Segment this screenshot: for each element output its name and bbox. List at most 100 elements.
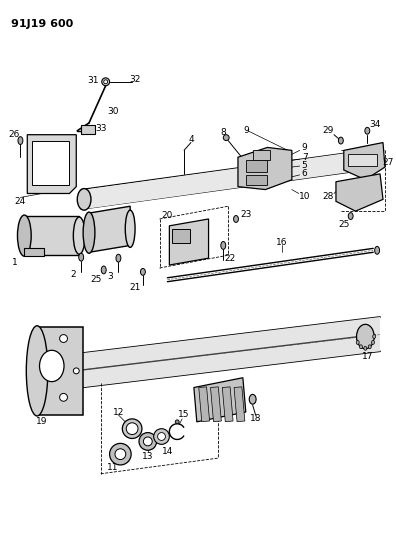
Text: 1: 1	[11, 257, 17, 266]
Polygon shape	[336, 174, 383, 211]
Bar	[253, 150, 270, 160]
Polygon shape	[238, 148, 292, 190]
Text: 28: 28	[322, 192, 334, 201]
Bar	[246, 175, 267, 184]
Text: 32: 32	[129, 75, 141, 84]
Text: 26: 26	[9, 130, 20, 139]
Polygon shape	[27, 135, 76, 193]
Polygon shape	[344, 142, 385, 180]
Text: 12: 12	[113, 408, 124, 416]
Ellipse shape	[116, 254, 121, 262]
Ellipse shape	[110, 443, 131, 465]
Ellipse shape	[143, 437, 152, 446]
Ellipse shape	[249, 394, 256, 404]
Ellipse shape	[154, 429, 169, 445]
Polygon shape	[194, 378, 246, 422]
Bar	[348, 154, 377, 166]
Ellipse shape	[18, 136, 23, 144]
Polygon shape	[84, 150, 366, 209]
Text: 27: 27	[382, 158, 394, 167]
Ellipse shape	[368, 345, 371, 349]
Bar	[199, 387, 209, 422]
Polygon shape	[89, 206, 130, 252]
Ellipse shape	[356, 341, 359, 344]
Bar	[211, 387, 221, 422]
Ellipse shape	[104, 80, 108, 84]
Text: 9: 9	[243, 126, 249, 135]
Ellipse shape	[175, 420, 179, 424]
Polygon shape	[37, 327, 83, 415]
Text: 31: 31	[87, 76, 99, 85]
Bar	[222, 387, 233, 422]
Text: 18: 18	[250, 414, 261, 423]
Ellipse shape	[360, 345, 362, 349]
Text: 22: 22	[225, 254, 236, 263]
Text: 25: 25	[90, 275, 101, 284]
Text: 13: 13	[142, 451, 154, 461]
Ellipse shape	[102, 78, 110, 86]
Text: 2: 2	[70, 270, 76, 279]
Ellipse shape	[364, 346, 367, 350]
Ellipse shape	[141, 269, 145, 276]
Text: 23: 23	[240, 209, 251, 219]
Ellipse shape	[373, 335, 376, 338]
Text: 19: 19	[36, 417, 48, 426]
Text: 33: 33	[95, 124, 107, 133]
Polygon shape	[24, 216, 79, 255]
Text: 29: 29	[322, 126, 334, 135]
Text: 5: 5	[302, 160, 307, 169]
Ellipse shape	[17, 215, 31, 256]
Text: 15: 15	[178, 410, 190, 419]
Ellipse shape	[40, 350, 64, 382]
Text: 34: 34	[369, 120, 381, 130]
Text: 20: 20	[162, 211, 173, 220]
Text: 6: 6	[302, 169, 307, 179]
Ellipse shape	[101, 266, 106, 274]
Bar	[234, 387, 245, 422]
Ellipse shape	[73, 368, 79, 374]
Ellipse shape	[356, 324, 374, 349]
Text: 21: 21	[129, 283, 141, 292]
Text: 16: 16	[276, 238, 288, 247]
Ellipse shape	[339, 137, 343, 144]
Bar	[32, 141, 69, 184]
Ellipse shape	[158, 433, 166, 440]
Ellipse shape	[223, 135, 229, 141]
Ellipse shape	[139, 433, 157, 450]
Text: 4: 4	[188, 135, 194, 144]
Ellipse shape	[60, 393, 67, 401]
Bar	[81, 125, 95, 134]
Ellipse shape	[122, 419, 142, 439]
Ellipse shape	[365, 127, 370, 134]
Ellipse shape	[126, 423, 138, 434]
Text: 91J19 600: 91J19 600	[11, 19, 73, 29]
Ellipse shape	[115, 449, 126, 459]
Text: 25: 25	[338, 220, 350, 229]
Bar	[246, 160, 267, 172]
Text: 24: 24	[15, 197, 26, 206]
Text: 14: 14	[162, 447, 173, 456]
Text: 11: 11	[107, 463, 118, 472]
Ellipse shape	[125, 210, 135, 247]
Text: 30: 30	[107, 107, 118, 116]
Ellipse shape	[77, 189, 91, 210]
Bar	[24, 248, 44, 256]
Ellipse shape	[348, 213, 353, 220]
Ellipse shape	[221, 241, 226, 249]
Text: 7: 7	[302, 153, 307, 161]
Ellipse shape	[73, 217, 85, 254]
Text: 8: 8	[221, 128, 226, 137]
Ellipse shape	[83, 212, 95, 253]
Ellipse shape	[371, 341, 375, 344]
Polygon shape	[169, 219, 209, 265]
Bar	[172, 229, 190, 244]
Ellipse shape	[234, 215, 238, 222]
Ellipse shape	[375, 246, 379, 254]
Text: 9: 9	[302, 143, 307, 152]
Polygon shape	[81, 317, 380, 387]
Ellipse shape	[60, 335, 67, 342]
Text: 17: 17	[362, 352, 373, 361]
Text: 10: 10	[299, 192, 310, 201]
Ellipse shape	[26, 326, 48, 416]
Text: 3: 3	[108, 272, 113, 281]
